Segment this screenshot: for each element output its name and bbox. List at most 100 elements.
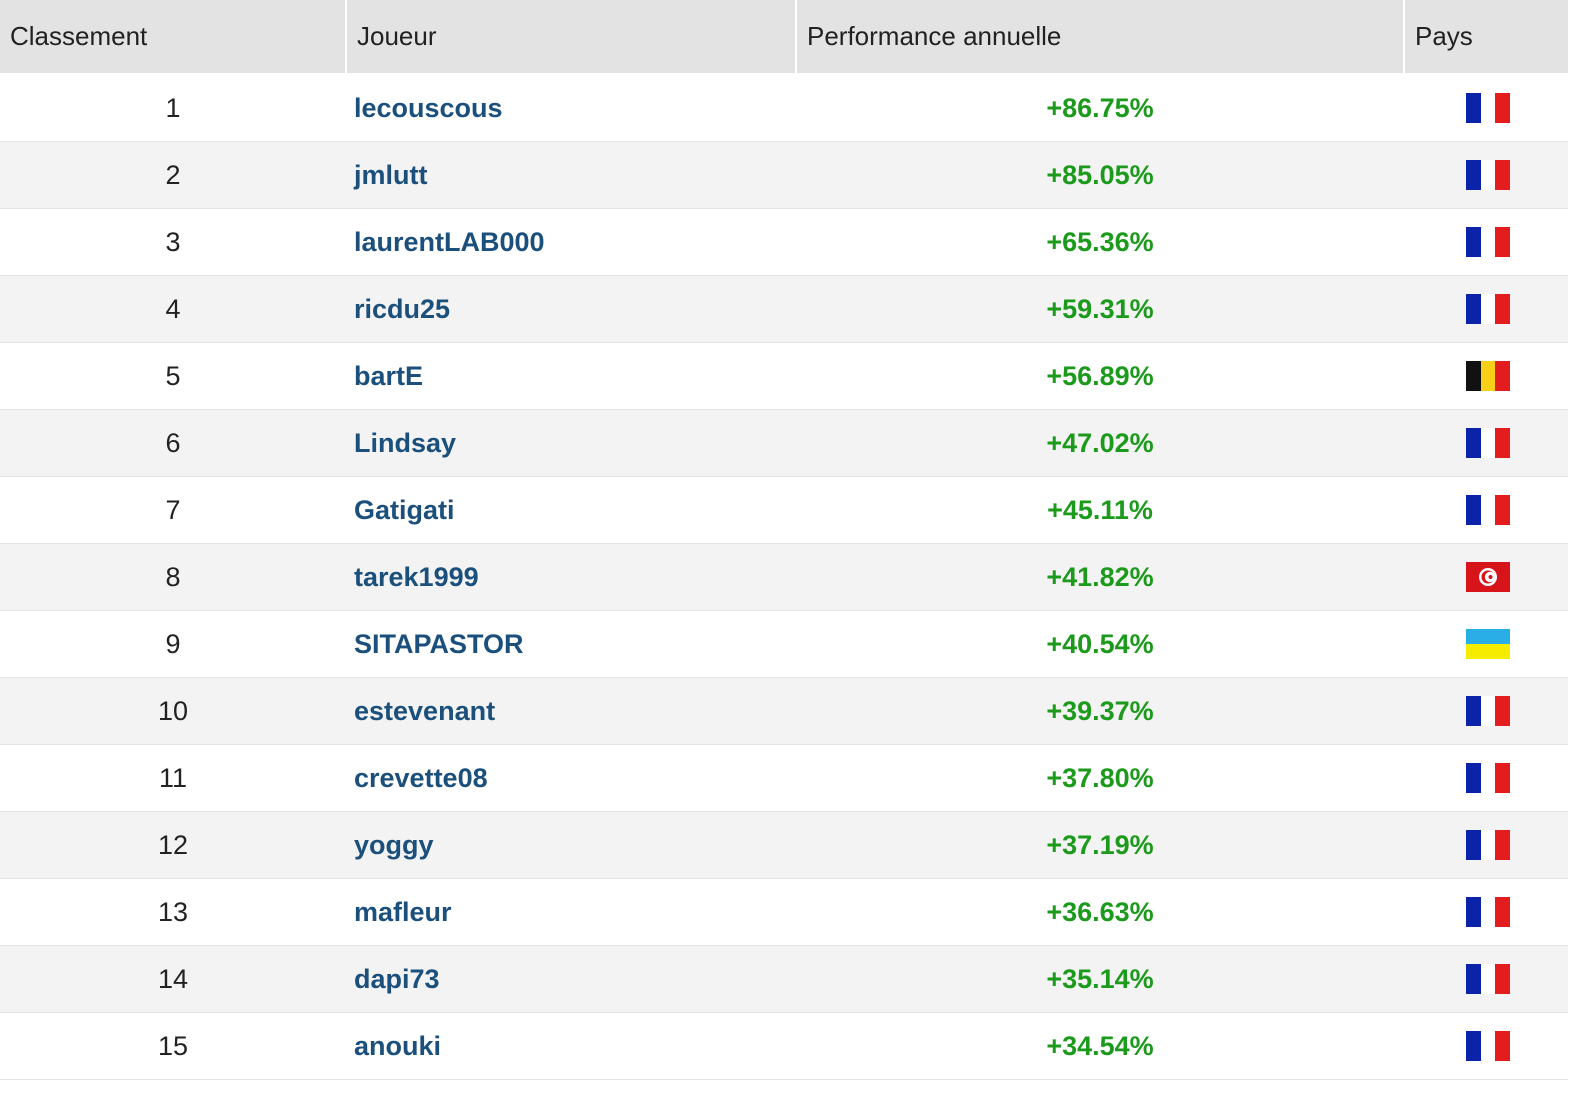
player-cell: ricdu25 (346, 275, 796, 343)
rank-cell: 15 (0, 1012, 346, 1080)
player-link[interactable]: SITAPASTOR (354, 628, 524, 659)
table-row: 2 jmlutt +85.05% (0, 141, 1568, 209)
table-row: 15 anouki +34.54% (0, 1012, 1568, 1080)
country-cell (1404, 342, 1568, 410)
rank-cell: 12 (0, 811, 346, 879)
table-row: 9 SITAPASTOR +40.54% (0, 610, 1568, 678)
header-cell[interactable]: Classement (0, 0, 347, 75)
table-row: 12 yoggy +37.19% (0, 811, 1568, 879)
country-cell (1404, 945, 1568, 1013)
player-link[interactable]: Lindsay (354, 427, 457, 458)
performance-cell: +59.31% (796, 275, 1404, 343)
table-row: 1 lecouscous +86.75% (0, 74, 1568, 142)
rank-cell: 7 (0, 476, 346, 544)
country-cell (1404, 744, 1568, 812)
performance-cell: +56.89% (796, 342, 1404, 410)
table-row: 14 dapi73 +35.14% (0, 945, 1568, 1013)
performance-cell: +39.37% (796, 677, 1404, 745)
player-cell: Lindsay (346, 409, 796, 477)
player-cell: laurentLAB000 (346, 208, 796, 276)
country-cell (1404, 1012, 1568, 1080)
country-flag (1466, 160, 1510, 190)
country-flag (1466, 495, 1510, 525)
country-flag (1466, 763, 1510, 793)
country-flag (1466, 93, 1510, 123)
country-cell (1404, 811, 1568, 879)
player-link[interactable]: anouki (354, 1030, 442, 1061)
country-cell (1404, 610, 1568, 678)
country-cell (1404, 677, 1568, 745)
player-cell: bartE (346, 342, 796, 410)
country-flag (1466, 897, 1510, 927)
country-flag (1466, 428, 1510, 458)
rank-cell: 2 (0, 141, 346, 209)
player-link[interactable]: crevette08 (354, 762, 488, 793)
header-cell[interactable]: Pays (1404, 0, 1568, 75)
country-cell (1404, 208, 1568, 276)
rank-cell: 10 (0, 677, 346, 745)
performance-cell: +47.02% (796, 409, 1404, 477)
player-link[interactable]: tarek1999 (354, 561, 479, 592)
table-row: 10 estevenant +39.37% (0, 677, 1568, 745)
table-row: 7 Gatigati +45.11% (0, 476, 1568, 544)
country-flag (1466, 361, 1510, 391)
table-row: 6 Lindsay +47.02% (0, 409, 1568, 477)
country-cell (1404, 141, 1568, 209)
header-cell[interactable]: Performance annuelle (796, 0, 1405, 75)
rank-cell: 4 (0, 275, 346, 343)
country-cell (1404, 409, 1568, 477)
table-body: 1 lecouscous +86.75% 2 jmlutt +85.05% 3 laurent… (0, 74, 1568, 1080)
rank-cell: 9 (0, 610, 346, 678)
player-link[interactable]: laurentLAB000 (354, 226, 545, 257)
player-link[interactable]: Gatigati (354, 494, 455, 525)
performance-cell: +35.14% (796, 945, 1404, 1013)
country-cell (1404, 476, 1568, 544)
player-link[interactable]: dapi73 (354, 963, 440, 994)
player-link[interactable]: bartE (354, 360, 424, 391)
rank-cell: 11 (0, 744, 346, 812)
player-link[interactable]: yoggy (354, 829, 434, 860)
country-cell (1404, 74, 1568, 142)
country-flag (1466, 696, 1510, 726)
rank-cell: 1 (0, 74, 346, 142)
header-cell[interactable]: Joueur (346, 0, 797, 75)
performance-cell: +36.63% (796, 878, 1404, 946)
country-flag (1466, 227, 1510, 257)
performance-cell: +41.82% (796, 543, 1404, 611)
player-cell: SITAPASTOR (346, 610, 796, 678)
table-row: 8 tarek1999 +41.82% (0, 543, 1568, 611)
table-row: 11 crevette08 +37.80% (0, 744, 1568, 812)
player-cell: tarek1999 (346, 543, 796, 611)
country-flag (1466, 294, 1510, 324)
country-flag (1466, 1031, 1510, 1061)
player-link[interactable]: ricdu25 (354, 293, 451, 324)
performance-cell: +37.80% (796, 744, 1404, 812)
player-link[interactable]: mafleur (354, 896, 452, 927)
table-row: 3 laurentLAB000 +65.36% (0, 208, 1568, 276)
rank-cell: 3 (0, 208, 346, 276)
performance-cell: +65.36% (796, 208, 1404, 276)
player-cell: estevenant (346, 677, 796, 745)
player-cell: anouki (346, 1012, 796, 1080)
player-link[interactable]: lecouscous (354, 92, 503, 123)
player-link[interactable]: estevenant (354, 695, 496, 726)
country-cell (1404, 878, 1568, 946)
player-link[interactable]: jmlutt (354, 159, 428, 190)
country-cell (1404, 543, 1568, 611)
rank-cell: 8 (0, 543, 346, 611)
table-row: 4 ricdu25 +59.31% (0, 275, 1568, 343)
table-row: 5 bartE +56.89% (0, 342, 1568, 410)
performance-cell: +86.75% (796, 74, 1404, 142)
player-cell: dapi73 (346, 945, 796, 1013)
player-cell: Gatigati (346, 476, 796, 544)
country-cell (1404, 275, 1568, 343)
performance-cell: +34.54% (796, 1012, 1404, 1080)
player-cell: crevette08 (346, 744, 796, 812)
ranking-table: Classement Joueur Performance annuelle P… (0, 0, 1568, 1080)
country-flag (1466, 830, 1510, 860)
country-flag (1466, 562, 1510, 592)
player-cell: mafleur (346, 878, 796, 946)
performance-cell: +40.54% (796, 610, 1404, 678)
player-cell: jmlutt (346, 141, 796, 209)
